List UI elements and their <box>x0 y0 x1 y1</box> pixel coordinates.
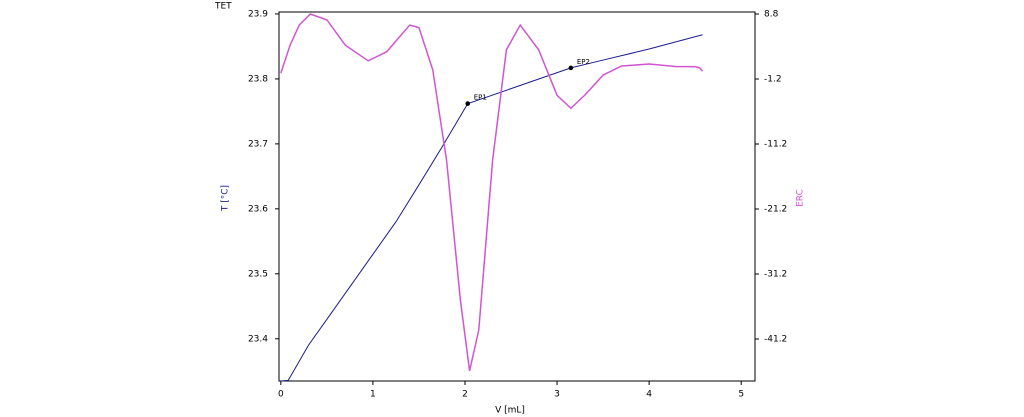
series-line <box>280 34 703 382</box>
endpoint-label: EP1 <box>474 94 487 102</box>
endpoint-marker <box>568 65 574 71</box>
x-tick-label: 1 <box>370 390 376 400</box>
y-axis-label: T [°C] <box>221 185 231 212</box>
y2-tick-label: -41.2 <box>764 335 787 345</box>
x-tick-label: 2 <box>462 390 468 400</box>
y-tick-label: 23.9 <box>248 9 268 19</box>
y-tick-label: 23.4 <box>248 334 268 344</box>
chart-title: TET <box>214 2 232 12</box>
y2-tick-label: -1.2 <box>764 75 782 85</box>
y2-tick-label: -11.2 <box>764 140 787 150</box>
x-axis-label: V [mL] <box>495 406 525 416</box>
y2-tick-label: -21.2 <box>764 205 787 215</box>
y-tick-label: 23.7 <box>248 139 268 149</box>
y2-axis-label: ERC <box>796 189 806 207</box>
plot-frame <box>278 11 756 382</box>
y2-tick-label: -31.2 <box>764 270 787 280</box>
y2-tick-label: 8.8 <box>764 10 779 20</box>
endpoint-label: EP2 <box>577 58 590 66</box>
x-tick-label: 4 <box>646 390 652 400</box>
y-tick-label: 23.8 <box>248 74 268 84</box>
x-tick-label: 5 <box>738 390 744 400</box>
y-tick-label: 23.5 <box>248 269 268 279</box>
y-tick-label: 23.6 <box>248 204 268 214</box>
x-tick-label: 0 <box>278 390 284 400</box>
x-tick-label: 3 <box>554 390 560 400</box>
series-line <box>280 13 704 372</box>
endpoint-marker <box>465 101 471 106</box>
